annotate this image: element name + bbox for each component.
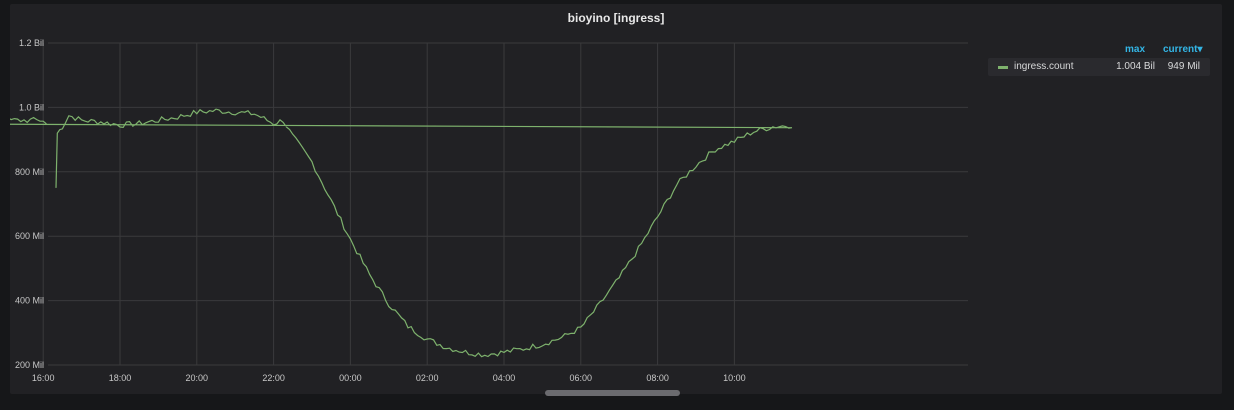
series-line-ingress-count [10, 108, 793, 358]
series-color-swatch[interactable] [998, 66, 1008, 69]
x-tick-label: 02:00 [416, 373, 439, 383]
y-axis-ticks: 200 Mil 400 Mil 600 Mil 800 Mil 1.0 Bil 1.2 B… [15, 38, 44, 370]
legend-item[interactable]: ingress.count 1.004 Bil 949 Mil [988, 58, 1210, 76]
line-chart[interactable]: 200 Mil 400 Mil 600 Mil 800 Mil 1.0 Bil 1.2 B… [10, 4, 1222, 394]
x-tick-label: 00:00 [339, 373, 362, 383]
horizontal-scrollbar[interactable] [545, 390, 680, 396]
y-tick-label: 1.0 Bil [19, 102, 44, 112]
x-tick-label: 08:00 [646, 373, 669, 383]
x-tick-label: 18:00 [109, 373, 132, 383]
legend-series-name[interactable]: ingress.count [1014, 61, 1074, 72]
chart-grid [42, 42, 968, 366]
graph-panel: bioyino [ingress] 200 Mil 400 Mil 600 Mil 8… [10, 4, 1222, 394]
legend-header: max current▾ [988, 42, 1210, 58]
legend: max current▾ ingress.count 1.004 Bil 949… [988, 42, 1210, 76]
y-tick-label: 1.2 Bil [19, 38, 44, 48]
x-axis-ticks: 18:00 20:00 22:00 00:00 02:00 04:00 06:00 08:00… [32, 373, 746, 383]
y-tick-label: 400 Mil [15, 296, 44, 306]
legend-current-value: 949 Mil [1167, 61, 1200, 72]
y-tick-label: 600 Mil [15, 231, 44, 241]
x-tick-label: 22:00 [262, 373, 285, 383]
x-tick-label: 10:00 [723, 373, 746, 383]
legend-current-header[interactable]: current▾ [1163, 44, 1203, 55]
legend-max-header[interactable]: max [1125, 44, 1146, 55]
panel-title[interactable]: bioyino [ingress] [567, 11, 665, 25]
y-tick-label: 800 Mil [15, 167, 44, 177]
x-tick-label: 16:00 [32, 373, 55, 383]
legend-max-value: 1.004 Bil [1116, 61, 1155, 72]
x-tick-label: 20:00 [186, 373, 209, 383]
y-tick-label: 200 Mil [15, 360, 44, 370]
x-tick-label: 06:00 [570, 373, 593, 383]
x-tick-label: 04:00 [493, 373, 516, 383]
